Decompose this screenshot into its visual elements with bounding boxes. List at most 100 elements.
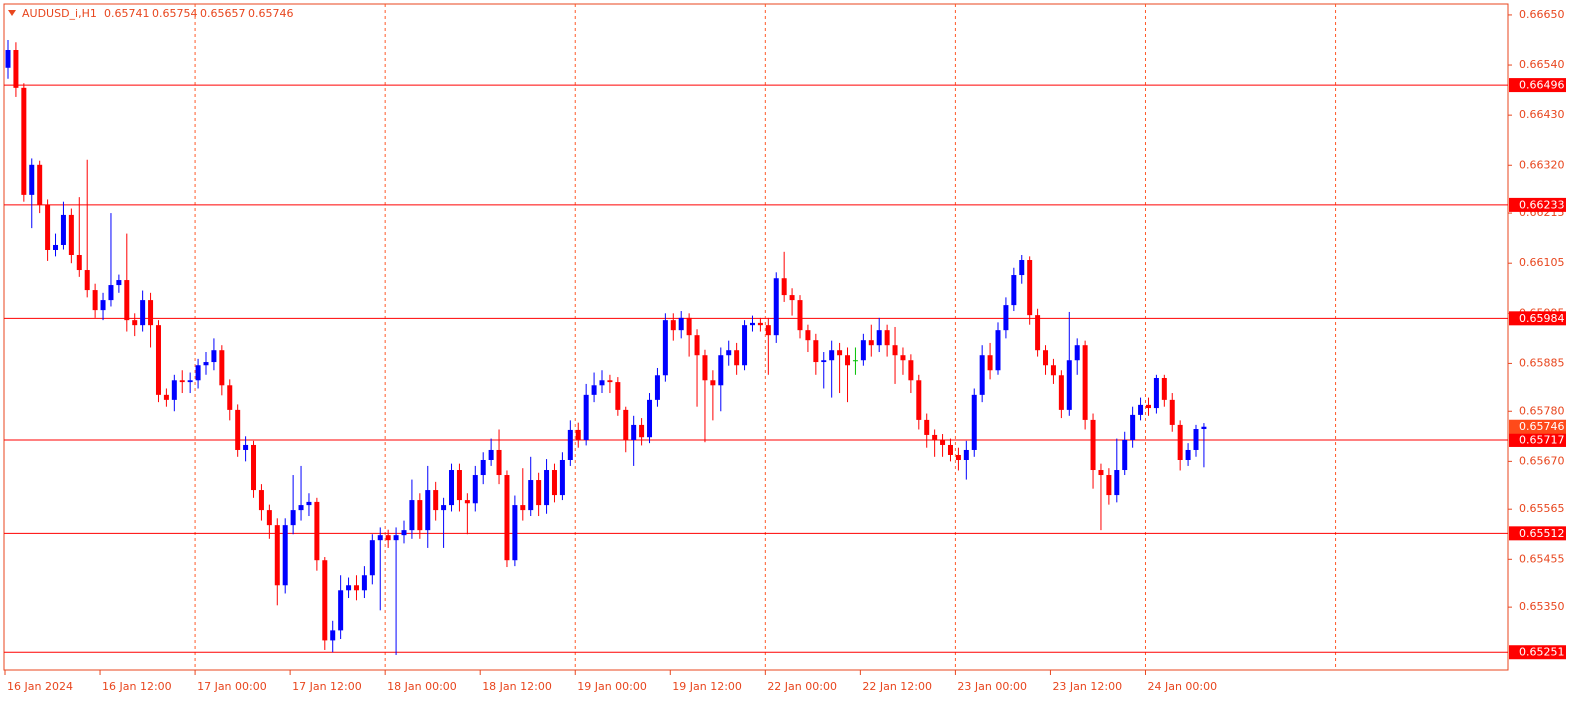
candle-body [1003, 305, 1009, 331]
candle-body [203, 362, 209, 366]
candle-body [837, 350, 843, 356]
x-tick-label: 24 Jan 00:00 [1147, 680, 1217, 693]
x-tick-label: 17 Jan 12:00 [292, 680, 362, 693]
candle-body [821, 360, 827, 363]
candle-body [654, 375, 660, 400]
candle-body [45, 204, 51, 250]
candle-body [1122, 439, 1128, 471]
candle-body [559, 459, 565, 496]
candle-body [464, 500, 470, 504]
y-tick-label: 0.65780 [1519, 404, 1565, 417]
y-tick-label: 0.65455 [1519, 552, 1565, 565]
level-label-box [1509, 526, 1566, 541]
candle-body [243, 444, 249, 450]
candle-body [908, 360, 914, 381]
candle-body [916, 380, 922, 420]
plot-frame [3, 3, 1509, 671]
candle-body [749, 322, 755, 326]
candle-body [488, 449, 494, 460]
candle-body [852, 360, 858, 362]
level-label: 0.65512 [1519, 527, 1565, 540]
candle-body [963, 449, 969, 460]
candle-body [282, 525, 288, 586]
candle-body [1177, 424, 1183, 460]
x-tick-label: 16 Jan 12:00 [102, 680, 172, 693]
candle-body [195, 365, 201, 381]
candle-body [805, 330, 811, 341]
candle-body [773, 278, 779, 336]
menu-arrow[interactable] [8, 10, 16, 16]
candle-body [211, 350, 217, 363]
candle-body [932, 434, 938, 440]
candle-body [504, 475, 510, 561]
candle-body [21, 87, 27, 195]
x-tick-label: 23 Jan 12:00 [1052, 680, 1122, 693]
candle-body [599, 380, 605, 386]
x-tick-label: 22 Jan 12:00 [862, 680, 932, 693]
candle-body [274, 525, 280, 586]
candle-body [734, 350, 740, 366]
candle-body [1193, 429, 1199, 450]
candle-body [1019, 260, 1025, 276]
candle-body [92, 290, 98, 311]
candle-body [124, 280, 130, 321]
x-tick-label: 22 Jan 00:00 [767, 680, 837, 693]
candle-body [789, 295, 795, 301]
candle-body [845, 355, 851, 366]
candle-body [1074, 345, 1080, 361]
candle-body [100, 300, 106, 311]
candle-body [441, 505, 447, 511]
candle-body [797, 300, 803, 331]
candle-body [686, 317, 692, 336]
candle-body [155, 325, 161, 395]
candle-body [314, 501, 320, 561]
level-label-box [1509, 645, 1566, 660]
candle-body [369, 540, 375, 576]
candle-body [979, 355, 985, 395]
candle-body [955, 454, 961, 460]
y-tick-label: 0.65565 [1519, 502, 1565, 515]
candle-body [607, 380, 613, 383]
candle-body [860, 340, 866, 361]
candle-body [884, 330, 890, 346]
candle-body [829, 350, 835, 361]
candle-body [615, 382, 621, 410]
y-tick-label: 0.66320 [1519, 158, 1565, 171]
candle-body [377, 535, 383, 541]
header-high: 0.65754 [152, 7, 198, 20]
candle-body [449, 470, 455, 506]
candle-body [116, 280, 122, 286]
candle-body [813, 340, 819, 363]
candle-body [868, 340, 874, 346]
candle-body [1050, 365, 1056, 376]
candle-body [639, 424, 645, 438]
level-label: 0.66496 [1519, 79, 1565, 92]
candle-body [694, 335, 700, 356]
candle-body [346, 585, 352, 591]
y-tick-label: 0.65885 [1519, 356, 1565, 369]
candle-body [140, 300, 146, 326]
candle-body [480, 459, 486, 476]
candle-body [361, 575, 367, 591]
candle-body [631, 424, 637, 440]
candle-body [76, 255, 82, 271]
level-label-box [1509, 311, 1566, 326]
level-label: 0.65984 [1519, 312, 1565, 325]
candle-body [710, 380, 716, 386]
candle-body [60, 214, 66, 245]
candle-body [536, 480, 542, 506]
y-tick-label: 0.65670 [1519, 454, 1565, 467]
header-open: 0.65741 [104, 7, 150, 20]
candle-body [322, 560, 328, 641]
level-label-box [1509, 432, 1566, 447]
candle-body [892, 345, 898, 356]
candle-body [235, 409, 241, 450]
candle-body [148, 300, 154, 326]
candle-body [13, 50, 19, 88]
candle-body [1138, 404, 1144, 415]
x-tick-label: 16 Jan 2024 [7, 680, 73, 693]
candle-body [1106, 475, 1112, 496]
candle-body [456, 470, 462, 501]
candle-body [266, 510, 272, 526]
